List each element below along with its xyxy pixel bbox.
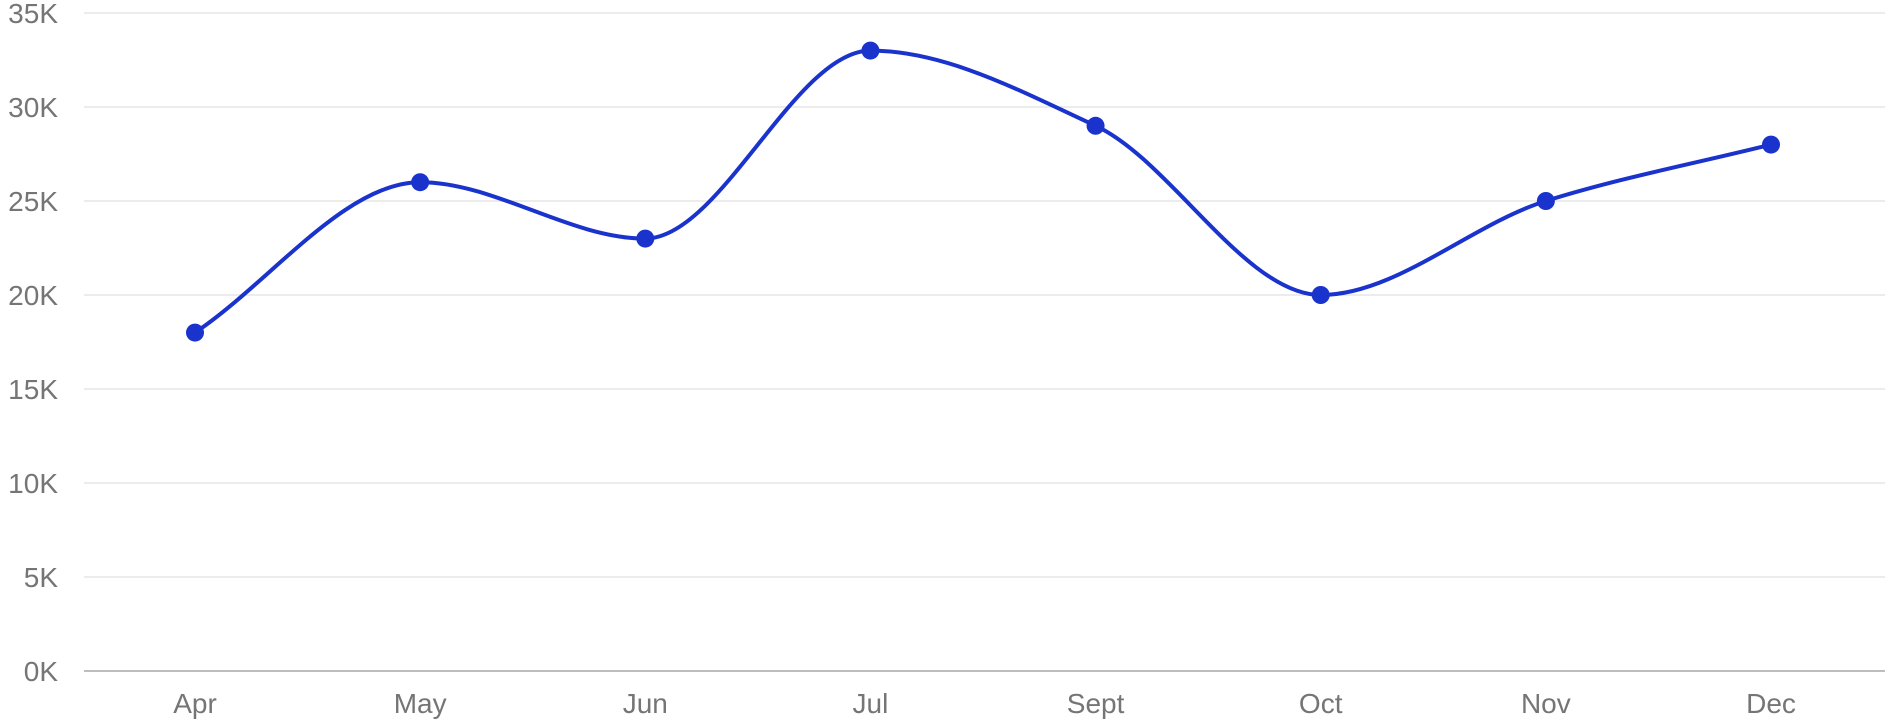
x-axis: Apr May Jun Jul Sept Oct Nov Dec — [173, 688, 1796, 719]
y-tick-label: 10K — [8, 468, 58, 499]
x-tick-label: Jul — [853, 688, 889, 719]
y-tick-label: 25K — [8, 186, 58, 217]
data-point[interactable] — [1311, 286, 1330, 304]
data-point[interactable] — [1762, 135, 1780, 154]
y-tick-label: 5K — [24, 562, 59, 593]
series-line — [193, 48, 1772, 335]
x-tick-label: Apr — [173, 688, 217, 719]
data-point[interactable] — [411, 173, 430, 192]
data-point[interactable] — [861, 41, 880, 60]
gridlines — [84, 12, 1885, 672]
x-tick-label: Dec — [1746, 688, 1796, 719]
data-point[interactable] — [1536, 192, 1555, 210]
y-tick-label: 0K — [24, 656, 59, 687]
x-tick-label: May — [394, 688, 447, 719]
x-tick-label: Sept — [1067, 688, 1125, 719]
x-tick-label: Jun — [623, 688, 668, 719]
y-tick-label: 15K — [8, 374, 58, 405]
y-tick-label: 20K — [8, 280, 58, 311]
data-point[interactable] — [186, 323, 204, 342]
series-layer — [186, 41, 1780, 342]
y-tick-label: 35K — [8, 0, 58, 29]
y-axis: 0K 5K 10K 15K 20K 25K 30K 35K — [8, 0, 58, 687]
x-tick-label: Oct — [1299, 688, 1343, 719]
data-point[interactable] — [636, 229, 655, 248]
x-tick-label: Nov — [1521, 688, 1571, 719]
data-point[interactable] — [1086, 116, 1105, 135]
y-tick-label: 30K — [8, 92, 58, 123]
